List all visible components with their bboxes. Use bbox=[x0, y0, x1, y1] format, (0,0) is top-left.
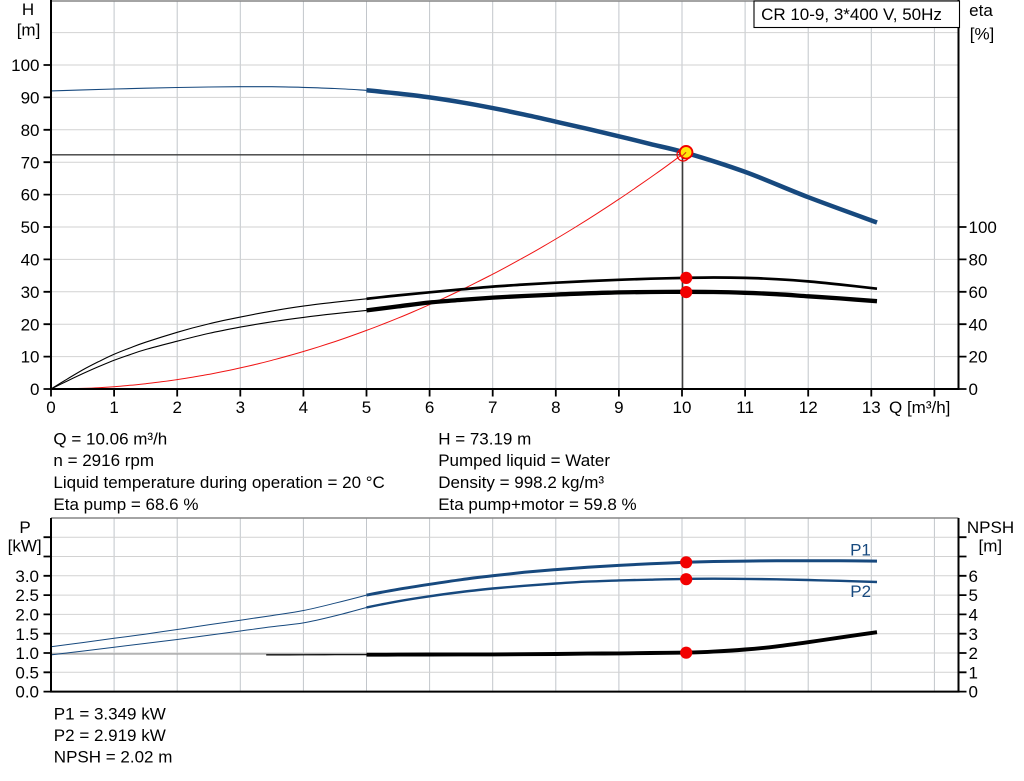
svg-text:H = 73.19 m: H = 73.19 m bbox=[438, 429, 531, 448]
svg-text:[m]: [m] bbox=[978, 536, 1002, 555]
svg-text:3: 3 bbox=[236, 398, 245, 417]
svg-text:6: 6 bbox=[969, 567, 978, 586]
svg-text:NPSH: NPSH bbox=[967, 518, 1014, 537]
svg-text:3.0: 3.0 bbox=[15, 567, 39, 586]
svg-text:2: 2 bbox=[172, 398, 181, 417]
svg-text:5: 5 bbox=[362, 398, 371, 417]
svg-text:70: 70 bbox=[21, 153, 40, 172]
svg-text:60: 60 bbox=[21, 186, 40, 205]
svg-text:1.0: 1.0 bbox=[15, 644, 39, 663]
svg-text:P: P bbox=[19, 518, 30, 537]
svg-text:50: 50 bbox=[21, 218, 40, 237]
svg-text:[%]: [%] bbox=[970, 25, 995, 44]
svg-text:P1 = 3.349 kW: P1 = 3.349 kW bbox=[54, 704, 166, 723]
svg-text:20: 20 bbox=[21, 315, 40, 334]
svg-text:Q = 10.06 m³/h: Q = 10.06 m³/h bbox=[53, 429, 167, 448]
svg-text:P2 = 2.919 kW: P2 = 2.919 kW bbox=[54, 726, 166, 745]
svg-text:8: 8 bbox=[551, 398, 560, 417]
svg-text:eta: eta bbox=[969, 1, 993, 20]
svg-text:80: 80 bbox=[21, 121, 40, 140]
svg-text:2: 2 bbox=[969, 644, 978, 663]
svg-text:[kW]: [kW] bbox=[8, 536, 42, 555]
svg-text:10: 10 bbox=[673, 398, 692, 417]
svg-text:Density = 998.2 kg/m³: Density = 998.2 kg/m³ bbox=[438, 473, 604, 492]
svg-text:3: 3 bbox=[969, 625, 978, 644]
svg-text:[m]: [m] bbox=[17, 21, 41, 40]
svg-text:0: 0 bbox=[969, 380, 978, 399]
svg-text:4: 4 bbox=[969, 606, 978, 625]
svg-text:90: 90 bbox=[21, 89, 40, 108]
svg-text:NPSH = 2.02 m: NPSH = 2.02 m bbox=[54, 748, 173, 767]
svg-text:0: 0 bbox=[30, 380, 39, 399]
svg-text:P1: P1 bbox=[850, 541, 871, 560]
svg-text:40: 40 bbox=[21, 251, 40, 270]
svg-text:Eta pump = 68.6 %: Eta pump = 68.6 % bbox=[53, 495, 198, 514]
svg-text:2.5: 2.5 bbox=[15, 586, 39, 605]
svg-text:6: 6 bbox=[425, 398, 434, 417]
svg-text:1: 1 bbox=[969, 663, 978, 682]
svg-text:30: 30 bbox=[21, 283, 40, 302]
svg-text:5: 5 bbox=[969, 586, 978, 605]
svg-text:13: 13 bbox=[862, 398, 881, 417]
svg-text:n = 2916 rpm: n = 2916 rpm bbox=[53, 451, 154, 470]
svg-text:P2: P2 bbox=[850, 582, 871, 601]
svg-text:0.0: 0.0 bbox=[15, 683, 39, 702]
svg-text:0.5: 0.5 bbox=[15, 663, 39, 682]
svg-text:2.0: 2.0 bbox=[15, 606, 39, 625]
svg-text:100: 100 bbox=[969, 218, 997, 237]
svg-text:Q [m³/h]: Q [m³/h] bbox=[889, 398, 950, 417]
svg-text:0: 0 bbox=[969, 683, 978, 702]
svg-text:Eta pump+motor = 59.8 %: Eta pump+motor = 59.8 % bbox=[438, 495, 636, 514]
svg-text:CR 10-9, 3*400 V, 50Hz: CR 10-9, 3*400 V, 50Hz bbox=[761, 5, 942, 24]
svg-text:Pumped liquid = Water: Pumped liquid = Water bbox=[438, 451, 610, 470]
svg-text:1.5: 1.5 bbox=[15, 625, 39, 644]
svg-text:20: 20 bbox=[969, 348, 988, 367]
svg-text:40: 40 bbox=[969, 315, 988, 334]
svg-text:Liquid temperature during oper: Liquid temperature during operation = 20… bbox=[53, 473, 384, 492]
svg-text:9: 9 bbox=[614, 398, 623, 417]
svg-text:60: 60 bbox=[969, 283, 988, 302]
svg-text:10: 10 bbox=[21, 348, 40, 367]
svg-text:7: 7 bbox=[488, 398, 497, 417]
svg-text:4: 4 bbox=[299, 398, 308, 417]
svg-text:0: 0 bbox=[46, 398, 55, 417]
svg-text:12: 12 bbox=[799, 398, 818, 417]
svg-text:11: 11 bbox=[736, 398, 754, 417]
svg-text:100: 100 bbox=[11, 56, 39, 75]
svg-text:80: 80 bbox=[969, 251, 988, 270]
svg-text:1: 1 bbox=[109, 398, 118, 417]
svg-text:H: H bbox=[22, 0, 34, 19]
